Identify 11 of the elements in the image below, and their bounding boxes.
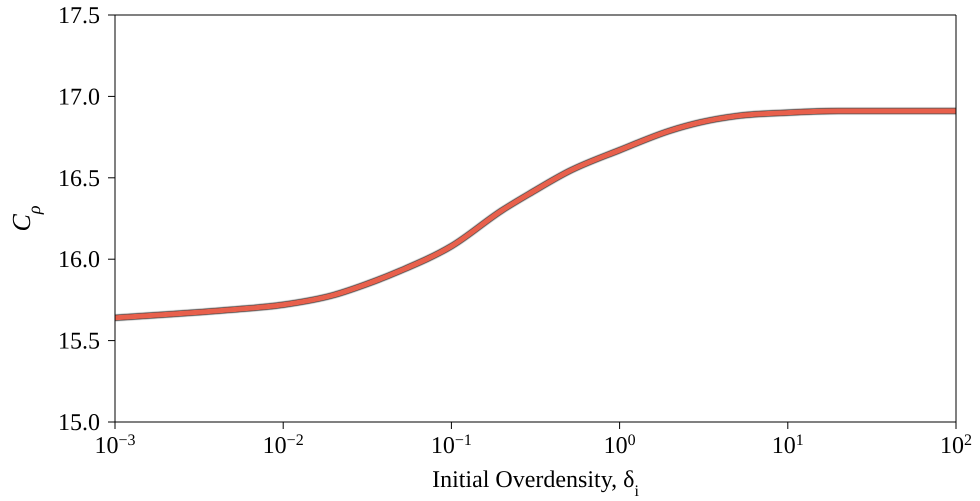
y-tick-label: 17.5	[58, 3, 100, 29]
x-tick-label: 10$^{−2}$	[262, 432, 304, 459]
x-tick-label: 10$^{2}$	[940, 432, 972, 459]
y-tick-label: 16.0	[58, 247, 100, 274]
x-axis-title: Initial Overdensity, δ$_{i}$	[432, 467, 640, 500]
x-tick-label: 10$^{1}$	[772, 432, 804, 459]
x-tick-label: 10$^{0}$	[604, 432, 636, 459]
x-tick-label: 10$^{−1}$	[430, 432, 472, 459]
y-tick-label: 15.5	[58, 328, 100, 355]
y-tick-label: 16.5	[58, 166, 100, 192]
y-tick-label: 17.0	[58, 84, 100, 110]
